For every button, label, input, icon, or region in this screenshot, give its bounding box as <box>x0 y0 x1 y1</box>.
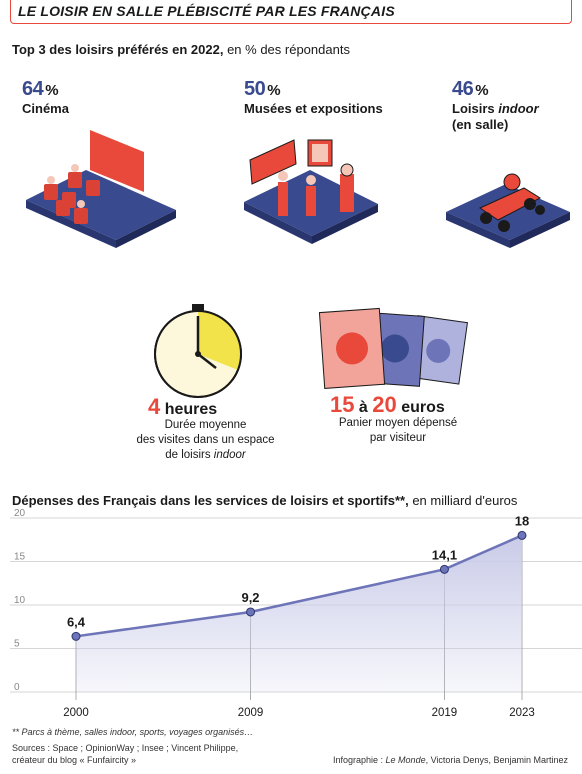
top3-heading: Top 3 des loisirs préférés en 2022, en %… <box>12 42 350 57</box>
top3-heading-rest: en % des répondants <box>223 42 350 57</box>
budget-value-from: 15 <box>330 392 355 417</box>
budget-connector: à <box>354 399 373 416</box>
top3-heading-bold: Top 3 des loisirs préférés en 2022, <box>12 42 224 57</box>
chart-heading: Dépenses des Français dans les services … <box>12 493 517 508</box>
chart-heading-bold: Dépenses des Français dans les services … <box>12 493 409 508</box>
budget-description: Panier moyen dépensé par visiteur <box>318 416 478 446</box>
cinema-percent-unit: % <box>45 82 59 99</box>
y-tick-label: 15 <box>14 552 26 563</box>
duration-desc-line2: des visites dans un espace <box>136 434 275 446</box>
indoor-percent-unit: % <box>475 82 489 99</box>
duration-description: Durée moyenne des visites dans un espace… <box>118 418 293 463</box>
cinema-label: Cinéma <box>22 101 69 116</box>
x-tick-label: 2000 <box>63 707 89 719</box>
duration-unit: heures <box>160 401 218 418</box>
data-label: 14,1 <box>432 547 457 562</box>
karting-illustration <box>446 173 570 248</box>
x-tick-label: 2009 <box>238 707 264 719</box>
duration-desc-line3: de loisirs indoor <box>118 448 293 463</box>
title-banner <box>10 0 572 24</box>
spending-area-chart: 0 5 10 15 20 6,4 2000 9,2 2009 14,1 2019 18 2023 <box>10 508 582 719</box>
y-tick-label: 5 <box>14 639 20 650</box>
indoor-label: Loisirs indoor <box>452 101 539 117</box>
top3-item-cinema: 64% Cinéma <box>22 78 69 117</box>
footnote: ** Parcs à thème, salles indoor, sports,… <box>12 727 254 737</box>
stat-budget: 15 à 20 euros <box>330 392 445 418</box>
cinema-percent: 64 <box>22 78 44 100</box>
chart-heading-rest: en milliard d'euros <box>408 493 518 508</box>
sources: Sources : Space ; OpinionWay ; Insee ; V… <box>12 742 238 766</box>
data-label: 9,2 <box>241 590 259 605</box>
musees-label: Musées et expositions <box>244 101 383 116</box>
y-tick-label: 0 <box>14 682 20 693</box>
budget-value-to: 20 <box>372 392 397 417</box>
duration-desc-line3b: indoor <box>213 449 246 461</box>
indoor-percent: 46 <box>452 78 474 100</box>
page-title: LE LOISIR EN SALLE PLÉBISCITÉ PAR LES FR… <box>18 3 395 19</box>
museum-illustration <box>244 139 378 244</box>
data-point <box>439 564 449 574</box>
indoor-label-sub: (en salle) <box>452 117 509 132</box>
data-point <box>71 631 81 641</box>
musees-percent-unit: % <box>267 82 281 99</box>
x-tick-label: 2019 <box>432 707 458 719</box>
top3-item-musees: 50% Musées et expositions <box>244 78 383 117</box>
series-line <box>75 534 523 638</box>
sources-line1: Sources : Space ; OpinionWay ; Insee ; V… <box>12 743 239 753</box>
data-label: 18 <box>515 513 529 528</box>
y-tick-label: 10 <box>14 595 26 606</box>
cinema-illustration <box>26 130 176 248</box>
top3-item-indoor: 46% Loisirs indoor (en salle) <box>452 78 539 133</box>
data-point <box>517 530 527 540</box>
banknotes-icon <box>318 307 468 389</box>
budget-desc-line1: Panier moyen dépensé <box>338 417 458 429</box>
budget-desc-line2: par visiteur <box>369 432 427 444</box>
musees-percent: 50 <box>244 78 266 100</box>
area-fill <box>76 535 522 692</box>
data-point <box>246 607 256 617</box>
duration-desc-line3a: de loisirs <box>165 449 214 461</box>
duration-value: 4 <box>148 394 161 419</box>
indoor-label-italic: indoor <box>498 101 539 116</box>
stat-duration: 4 heures <box>148 394 268 420</box>
duration-desc-line1: Durée moyenne <box>164 419 247 431</box>
x-tick-label: 2023 <box>509 707 535 719</box>
clock-icon <box>154 304 242 398</box>
credit-rest: , Victoria Denys, Benjamin Martinez <box>425 755 568 765</box>
credit: Infographie : Le Monde, Victoria Denys, … <box>333 754 568 766</box>
y-tick-label: 20 <box>14 508 26 519</box>
credit-prefix: Infographie : <box>333 755 386 765</box>
sources-line2: créateur du blog « Funfaircity » <box>12 755 137 765</box>
budget-unit: euros <box>396 399 445 416</box>
indoor-label-main: Loisirs <box>452 101 499 116</box>
credit-italic: Le Monde <box>385 755 426 765</box>
data-label: 6,4 <box>67 614 86 629</box>
